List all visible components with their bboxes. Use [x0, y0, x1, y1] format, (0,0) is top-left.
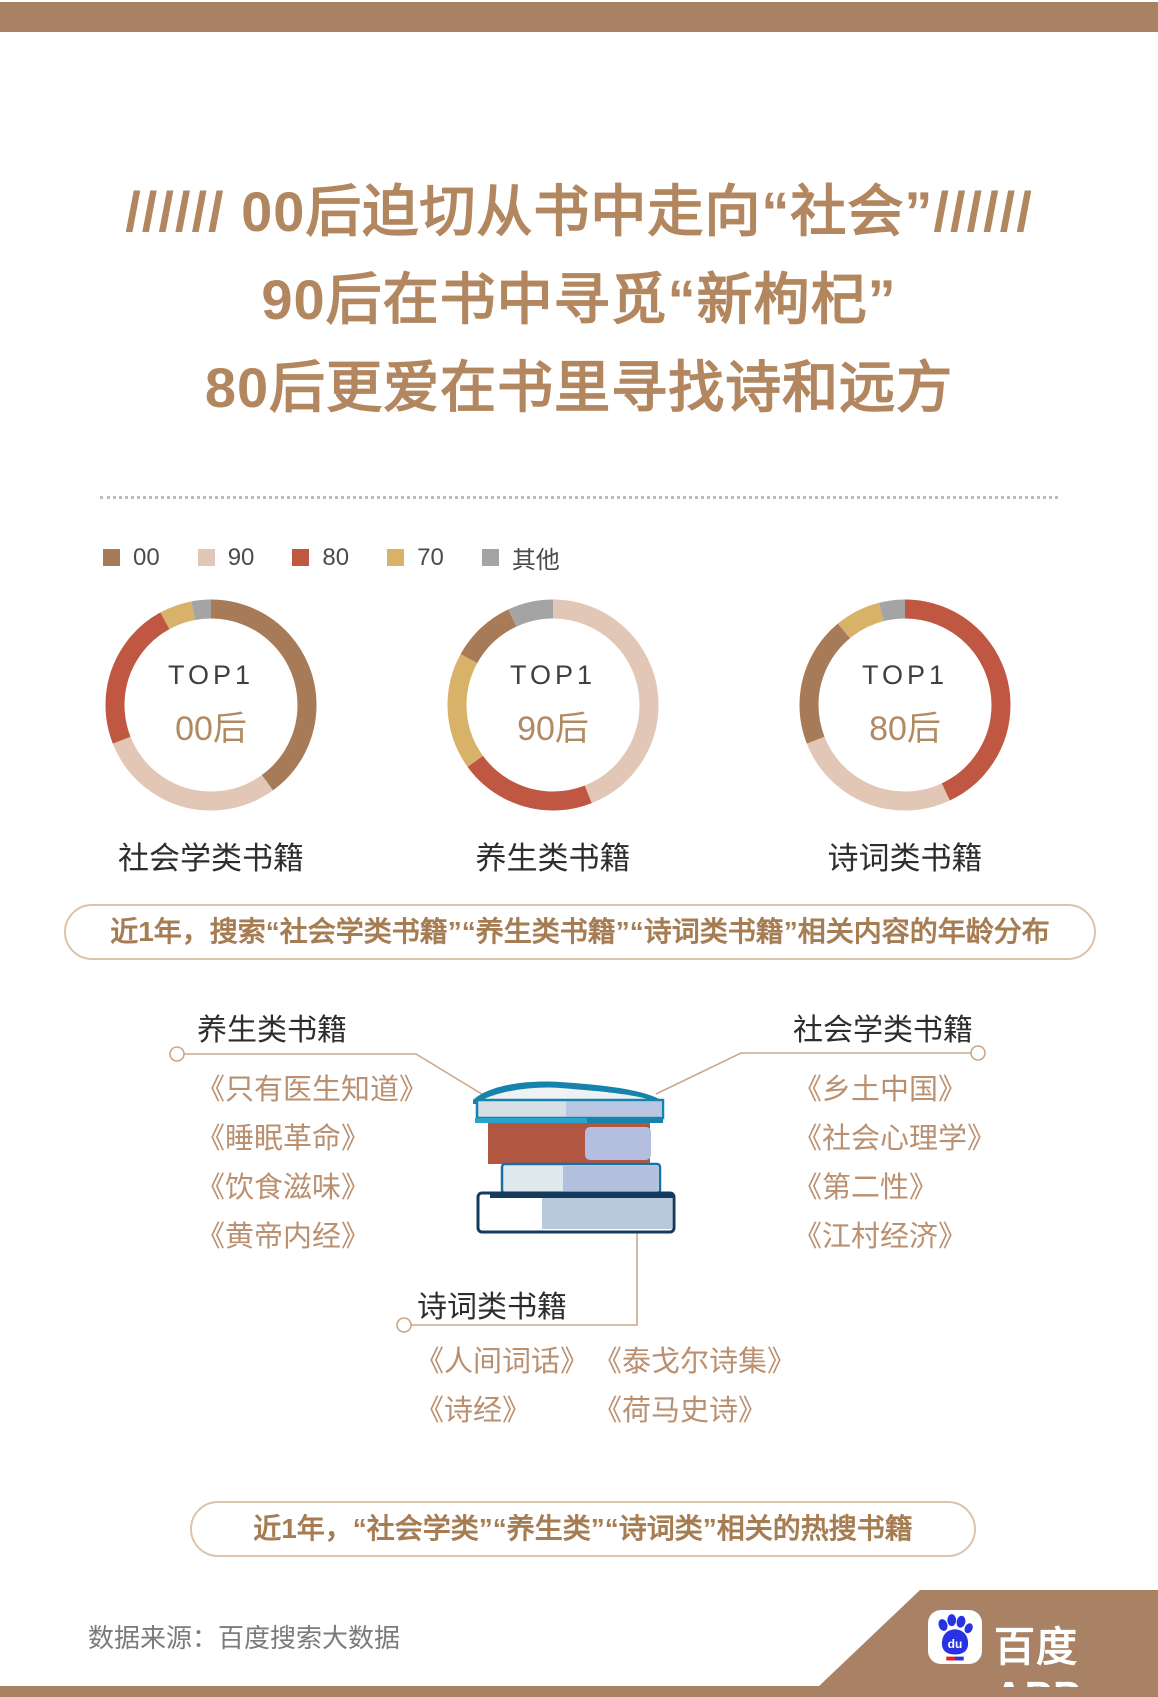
donut-chart-sociology: TOP1 00后 — [101, 595, 321, 815]
book-item: 《诗经》 — [415, 1395, 532, 1427]
book-item: 《睡眠革命》 — [196, 1123, 371, 1155]
book-item: 《黄帝内经》 — [196, 1221, 371, 1253]
legend-swatch-00 — [103, 549, 120, 566]
donut-top1-generation: 00后 — [175, 710, 247, 748]
book-item: 《饮食滋味》 — [196, 1172, 371, 1204]
connector-dot-bottom — [396, 1317, 412, 1333]
legend-swatch-80 — [292, 549, 310, 566]
group-title-health: 养生类书籍 — [197, 1014, 347, 1047]
donut-top1-generation: 90后 — [517, 710, 589, 748]
legend-item-90: 90 — [197, 543, 255, 572]
donut-top1-text: TOP1 — [509, 660, 597, 690]
dotted-divider — [100, 496, 1058, 499]
legend-swatch-other — [481, 549, 499, 566]
title-line-1: ////// 00后迫切从书中走向“社会”////// — [125, 180, 1033, 243]
book-item: 《荷马史诗》 — [593, 1395, 768, 1427]
donut-title-poetry: 诗词类书籍 — [827, 841, 983, 876]
donut-chart-health: TOP1 90后 — [443, 595, 663, 815]
donut-center-label: TOP1 00后 — [101, 595, 321, 815]
legend-swatch-90 — [197, 549, 215, 566]
brand-ribbon: du 百度APP — [818, 1590, 1158, 1687]
page-title: ////// 00后迫切从书中走向“社会”////// 90后在书中寻觅“新枸杞… — [0, 168, 1158, 432]
donut-title-health: 养生类书籍 — [475, 841, 631, 876]
group-title-poetry: 诗词类书籍 — [417, 1291, 567, 1324]
donut-ring — [105, 599, 317, 811]
donut-chart-poetry: TOP1 80后 — [795, 595, 1015, 815]
donut-center-label: TOP1 80后 — [795, 595, 1015, 815]
baidu-paw-icon: du — [938, 1614, 973, 1661]
legend-label: 90 — [227, 543, 255, 571]
connector-dot-left — [169, 1046, 185, 1062]
book-item: 《江村经济》 — [793, 1221, 968, 1253]
brand-name[interactable]: 百度APP — [994, 1624, 1082, 1697]
chart-legend: 00 90 80 70 其他 — [103, 540, 560, 575]
legend-item-other: 其他 — [481, 540, 560, 575]
legend-item-00: 00 — [103, 544, 160, 572]
legend-label: 其他 — [511, 547, 560, 574]
title-line-2: 90后在书中寻觅“新枸杞” — [261, 268, 897, 331]
donut-ring — [799, 599, 1011, 811]
legend-label: 70 — [417, 543, 444, 571]
caption-age-distribution: 近1年，搜索“社会学类书籍”“养生类书籍”“诗词类书籍”相关内容的年龄分布 — [64, 904, 1096, 960]
legend-item-80: 80 — [292, 544, 349, 572]
legend-swatch-70 — [387, 549, 405, 566]
book-list-poetry-col1: 《人间词话》 《诗经》 — [415, 1338, 589, 1436]
baidu-app-icon[interactable]: du — [928, 1610, 982, 1664]
title-line-3: 80后更爱在书里寻找诗和远方 — [204, 356, 954, 419]
donut-title-sociology: 社会学类书籍 — [118, 841, 304, 876]
legend-label: 00 — [133, 543, 160, 571]
book-item: 《第二性》 — [793, 1172, 939, 1204]
donut-top1-text: TOP1 — [167, 660, 255, 690]
book-stack-illustration — [473, 1081, 676, 1234]
book-list-health: 《只有医生知道》 《睡眠革命》 《饮食滋味》 《黄帝内经》 — [196, 1066, 428, 1262]
book-item: 《乡土中国》 — [793, 1074, 968, 1106]
book-item: 《只有医生知道》 — [196, 1074, 429, 1106]
legend-item-70: 70 — [387, 544, 444, 572]
donut-ring — [447, 599, 659, 811]
caption-hot-books: 近1年，“社会学类”“养生类”“诗词类”相关的热搜书籍 — [190, 1501, 976, 1557]
book-item: 《人间词话》 — [415, 1346, 590, 1378]
bottom-accent-bar — [0, 1686, 1158, 1697]
donut-top1-generation: 80后 — [869, 710, 941, 748]
book-item: 《泰戈尔诗集》 — [593, 1346, 797, 1378]
donut-top1-text: TOP1 — [861, 660, 949, 690]
baidu-du-text: du — [948, 1637, 963, 1651]
book-item: 《社会心理学》 — [793, 1123, 997, 1155]
connector-dot-right — [970, 1045, 986, 1061]
group-title-sociology: 社会学类书籍 — [793, 1014, 973, 1047]
book-list-sociology: 《乡土中国》 《社会心理学》 《第二性》 《江村经济》 — [793, 1066, 996, 1262]
donut-center-label: TOP1 90后 — [443, 595, 663, 815]
book-list-poetry-col2: 《泰戈尔诗集》 《荷马史诗》 — [593, 1338, 796, 1436]
data-source-text: 数据来源：百度搜索大数据 — [88, 1623, 401, 1653]
legend-label: 80 — [322, 543, 350, 571]
top-accent-bar — [0, 2, 1158, 32]
